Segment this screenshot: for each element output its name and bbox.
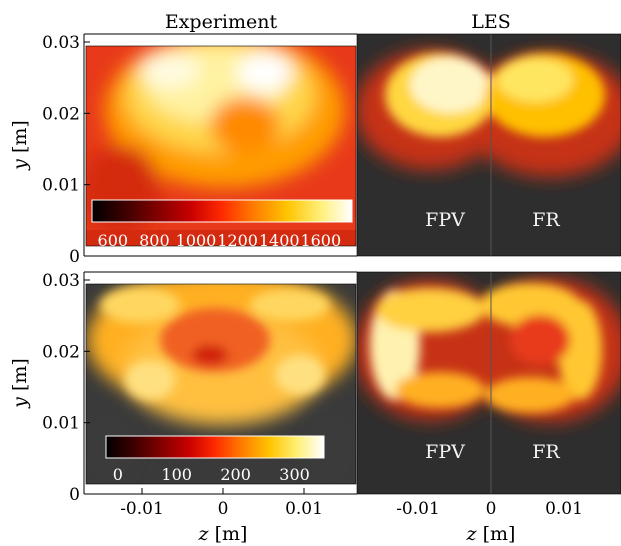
x-tick-label: 0.01 [545, 499, 583, 519]
y-tick-label: 0.02 [42, 104, 80, 124]
colorbar-bottom-tick: 0 [113, 465, 123, 484]
x-tick-label: -0.01 [120, 499, 164, 519]
x-axis-label-left: z [m] [198, 523, 248, 545]
colorbar-bottom-tick: 100 [161, 465, 192, 484]
colorbar-bottom [105, 435, 325, 459]
y-tick-label: 0.03 [42, 33, 80, 53]
axes-frame-bottom-left [83, 271, 357, 495]
colorbar-top-tick: 1200 [217, 231, 258, 250]
x-ticks: -0.01 0 0.01 -0.01 0 0.01 [120, 488, 583, 519]
colorbar-bottom-tick: 200 [220, 465, 251, 484]
y-tick-label: 0.02 [42, 342, 80, 362]
y-axis-label-top: y [m] [9, 120, 31, 171]
colorbar-top-tick: 1400 [259, 231, 300, 250]
axes-frame-top-left [83, 33, 357, 257]
colorbar-ticks: 600 800 1000 1200 1400 1600 0 100 200 300 [98, 231, 342, 484]
label-fpv-top: FPV [425, 209, 465, 231]
label-fr-top: FR [532, 209, 560, 231]
title-les: LES [471, 11, 511, 33]
colorbar-top-tick: 1000 [176, 231, 217, 250]
y-tick-label: 0 [69, 485, 80, 505]
heatmap-experiment-top [85, 45, 357, 247]
titles: Experiment LES [165, 11, 511, 33]
colorbar-top-tick: 1600 [300, 231, 341, 250]
panel-labels: FPV FR FPV FR [425, 209, 560, 463]
y-axis-label-bottom: y [m] [9, 358, 31, 409]
x-tick-label: 0 [218, 499, 229, 519]
colorbar-top-tick: 800 [139, 231, 170, 250]
colorbar-top-tick: 600 [98, 231, 129, 250]
colorbar-bottom-tick: 300 [279, 465, 310, 484]
y-tick-label: 0.03 [42, 271, 80, 291]
y-tick-label: 0 [69, 247, 80, 267]
label-fpv-bottom: FPV [425, 441, 465, 463]
label-fr-bottom: FR [532, 441, 560, 463]
colorbar-top [91, 199, 353, 223]
x-tick-label: 0 [486, 499, 497, 519]
y-tick-label: 0.01 [42, 414, 80, 434]
x-tick-label: 0.01 [285, 499, 323, 519]
axis-labels: y [m] y [m] z [m] z [m] [9, 120, 515, 545]
heatmap-les-top [356, 33, 621, 257]
x-tick-label: -0.01 [396, 499, 440, 519]
y-tick-label: 0.01 [42, 176, 80, 196]
y-ticks: 0 0.01 0.02 0.03 0 0.01 0.02 0.03 [42, 33, 90, 505]
title-experiment: Experiment [165, 11, 278, 33]
heatmap-les-bottom [356, 271, 621, 495]
x-axis-label-right: z [m] [466, 523, 516, 545]
